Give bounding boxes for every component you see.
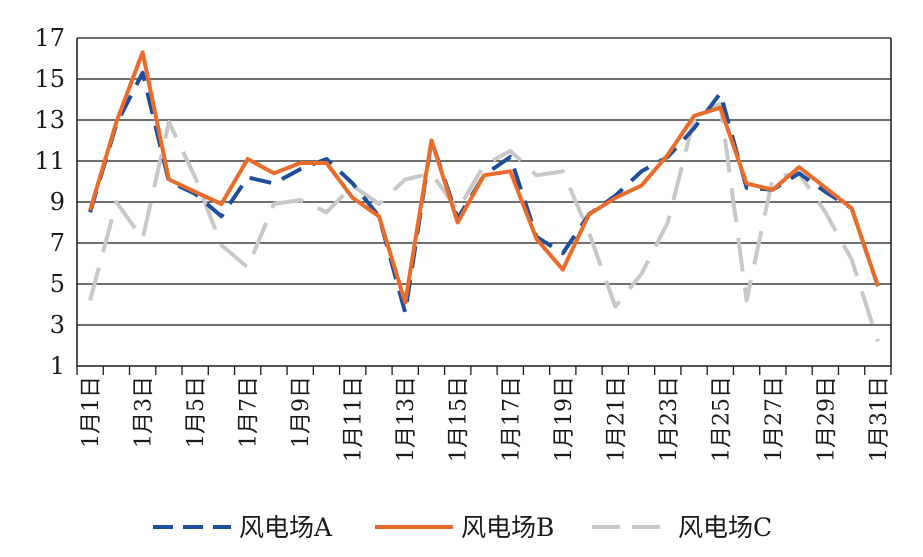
legend: 风电场A 风电场B 风电场C (153, 513, 772, 542)
legend-label-b: 风电场B (461, 513, 554, 542)
x-tick-label: 1月15日 (447, 376, 472, 462)
x-tick-label: 1月11日 (342, 376, 367, 462)
x-tick-label: 1月23日 (657, 376, 682, 462)
series-line-b (88, 50, 880, 305)
x-tick-label: 1月5日 (184, 376, 209, 448)
y-tick-label-3: 3 (50, 311, 65, 339)
x-tick-label: 1月17日 (499, 376, 524, 462)
series-lines (88, 50, 880, 343)
series-line-c (88, 101, 880, 343)
x-tick-label: 1月19日 (552, 376, 577, 462)
y-tick-label-17: 17 (34, 24, 65, 52)
grid-lines (77, 37, 891, 326)
x-tick-label: 1月3日 (132, 376, 157, 448)
series-line-a (88, 70, 880, 315)
x-tick-label: 1月25日 (709, 376, 734, 462)
axes (76, 38, 892, 367)
y-tick-label-13: 13 (34, 106, 65, 134)
y-tick-label-15: 15 (34, 65, 65, 93)
y-tick-label-5: 5 (50, 270, 65, 298)
x-axis-ticks: 1月1日 1月3日 1月5日 1月7日 1月9日 1月11日 1月13日 1月15日 1月17日… (76, 366, 892, 462)
legend-label-a: 风电场A (239, 513, 333, 542)
x-tick-label: 1月7日 (237, 376, 262, 448)
legend-label-c: 风电场C (678, 513, 772, 542)
x-tick-label: 1月31日 (867, 376, 892, 462)
x-tick-label: 1月21日 (604, 376, 629, 462)
y-tick-label-7: 7 (50, 229, 65, 257)
x-tick-label: 1月29日 (814, 376, 839, 462)
y-tick-label-9: 9 (50, 188, 65, 216)
x-tick-label: 1月27日 (762, 376, 787, 462)
y-tick-label-11: 11 (34, 147, 65, 175)
x-tick-label: 1月13日 (394, 376, 419, 462)
x-tick-label: 1月9日 (289, 376, 314, 448)
x-tick-label: 1月1日 (79, 376, 104, 448)
y-tick-label-1: 1 (50, 352, 65, 380)
